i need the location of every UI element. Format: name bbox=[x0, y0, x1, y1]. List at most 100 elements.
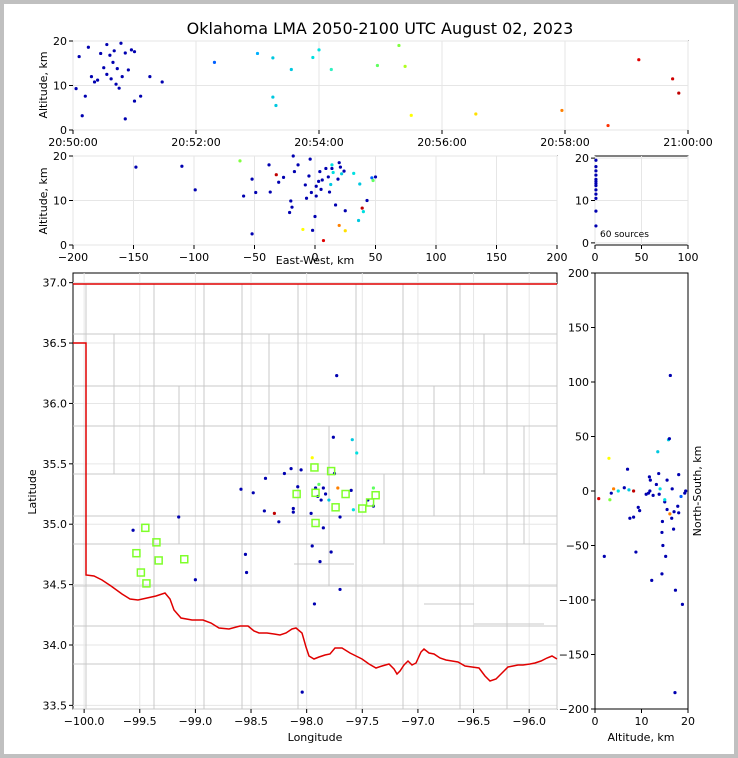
y-tick-label: 36.5 bbox=[43, 337, 68, 350]
source-point bbox=[129, 48, 134, 52]
y-tick-label: −150 bbox=[559, 649, 589, 662]
x-tick-label: 0 bbox=[592, 715, 599, 728]
source-point bbox=[594, 192, 598, 196]
source-point bbox=[365, 198, 369, 203]
source-point bbox=[360, 206, 364, 210]
y-tick-label: 20 bbox=[575, 152, 589, 165]
source-point bbox=[403, 64, 407, 68]
lma-station-marker bbox=[341, 489, 350, 499]
source-point bbox=[289, 199, 293, 203]
source-point bbox=[300, 690, 304, 694]
source-point bbox=[309, 511, 313, 515]
source-point bbox=[296, 163, 300, 167]
y-tick-label: 35.0 bbox=[43, 518, 68, 531]
source-point bbox=[660, 572, 664, 576]
source-point bbox=[290, 205, 294, 209]
source-point bbox=[291, 154, 295, 158]
source-point bbox=[663, 498, 667, 502]
source-point bbox=[343, 229, 347, 233]
source-point bbox=[126, 68, 130, 72]
source-point bbox=[651, 493, 655, 497]
source-point bbox=[314, 184, 318, 188]
source-point bbox=[665, 478, 669, 482]
source-point bbox=[308, 157, 312, 161]
source-point bbox=[329, 182, 333, 187]
source-point bbox=[677, 91, 681, 95]
y-tick-label: 20 bbox=[53, 35, 67, 48]
map-ylabel: Latitude bbox=[26, 469, 39, 515]
x-tick-label: 100 bbox=[678, 251, 699, 264]
source-point bbox=[139, 94, 143, 98]
source-point bbox=[647, 475, 652, 479]
source-point bbox=[330, 163, 334, 167]
source-point bbox=[105, 42, 109, 47]
x-tick-label: 200 bbox=[547, 251, 568, 264]
source-point bbox=[560, 108, 564, 113]
source-point bbox=[212, 60, 217, 64]
source-point bbox=[267, 163, 271, 167]
source-point bbox=[342, 169, 346, 173]
source-point bbox=[594, 209, 598, 213]
source-point bbox=[594, 224, 598, 228]
source-point bbox=[660, 519, 665, 524]
source-point bbox=[89, 75, 94, 79]
source-point bbox=[251, 491, 255, 495]
source-point bbox=[112, 49, 116, 53]
altitude-time-panel: 20:50:00 20:52:00 20:54:00 20:56:00 20:58:00… bbox=[37, 35, 713, 149]
lma-station-marker bbox=[152, 538, 161, 547]
source-point bbox=[319, 498, 323, 502]
map-xlabel: Longitude bbox=[288, 731, 343, 744]
source-point bbox=[612, 487, 616, 491]
source-point bbox=[271, 95, 275, 99]
source-point bbox=[255, 51, 260, 56]
lma-station-marker bbox=[180, 554, 189, 564]
figure-frame: Oklahoma LMA 2050-2100 UTC August 02, 20… bbox=[4, 4, 734, 754]
source-count-label: 60 sources bbox=[600, 230, 649, 240]
x-tick-label: −96.0 bbox=[512, 715, 546, 728]
source-point bbox=[311, 55, 315, 60]
x-tick-label: −97.5 bbox=[345, 715, 379, 728]
source-point bbox=[602, 554, 606, 559]
source-point bbox=[177, 515, 181, 519]
x-tick-label: −97.0 bbox=[401, 715, 435, 728]
source-point bbox=[371, 486, 376, 490]
altitude-northsouth-ylabel: North-South, km bbox=[691, 446, 704, 537]
lma-station-marker bbox=[326, 466, 336, 476]
source-point bbox=[274, 173, 278, 177]
source-point bbox=[329, 67, 333, 72]
source-point bbox=[622, 486, 626, 490]
lma-station-marker bbox=[154, 556, 163, 565]
source-point bbox=[291, 506, 295, 511]
source-point bbox=[309, 190, 313, 195]
source-point bbox=[244, 570, 249, 575]
source-point bbox=[268, 190, 272, 194]
y-tick-label: 37.0 bbox=[43, 277, 68, 290]
x-tick-label: 50 bbox=[369, 251, 383, 264]
source-point bbox=[594, 164, 598, 169]
x-tick-label: −99.0 bbox=[179, 715, 213, 728]
source-point bbox=[670, 487, 674, 491]
source-point bbox=[105, 72, 109, 76]
source-point bbox=[631, 489, 636, 493]
source-point bbox=[272, 511, 276, 515]
x-tick-label: −98.0 bbox=[290, 715, 324, 728]
x-tick-label: −100 bbox=[179, 251, 209, 264]
altitude-time-ylabel: Altitude, km bbox=[37, 51, 50, 118]
source-point bbox=[673, 588, 678, 592]
source-point bbox=[356, 218, 361, 223]
source-point bbox=[680, 602, 685, 606]
source-point bbox=[193, 578, 197, 582]
source-point bbox=[650, 578, 654, 582]
source-point bbox=[243, 552, 248, 557]
source-point bbox=[271, 56, 275, 60]
source-point bbox=[375, 63, 380, 68]
source-point bbox=[114, 82, 118, 86]
x-tick-label: 20:54:00 bbox=[294, 136, 343, 149]
source-point bbox=[648, 478, 652, 482]
source-point bbox=[679, 494, 683, 499]
source-point bbox=[607, 456, 611, 460]
source-point bbox=[338, 587, 342, 592]
county-boundaries bbox=[73, 283, 558, 710]
y-tick-label: 34.5 bbox=[43, 579, 68, 592]
source-point bbox=[86, 45, 90, 49]
